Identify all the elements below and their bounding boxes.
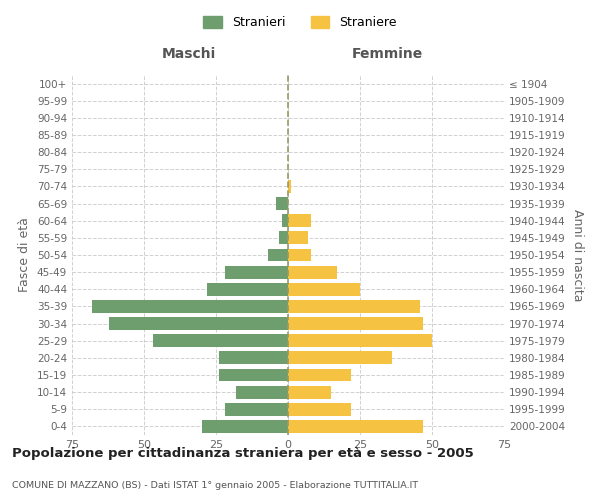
Y-axis label: Fasce di età: Fasce di età: [19, 218, 31, 292]
Bar: [219, 368, 288, 382]
Bar: [288, 300, 421, 313]
Bar: [288, 386, 331, 398]
Bar: [202, 420, 288, 433]
Text: Femmine: Femmine: [352, 46, 423, 60]
Bar: [280, 232, 288, 244]
Bar: [208, 283, 288, 296]
Bar: [268, 248, 288, 262]
Bar: [288, 248, 311, 262]
Bar: [224, 266, 288, 278]
Bar: [92, 300, 288, 313]
Bar: [288, 214, 311, 227]
Bar: [282, 214, 288, 227]
Bar: [224, 403, 288, 415]
Bar: [288, 266, 337, 278]
Bar: [152, 334, 288, 347]
Bar: [219, 352, 288, 364]
Bar: [288, 283, 360, 296]
Bar: [277, 197, 288, 210]
Text: Maschi: Maschi: [161, 46, 216, 60]
Bar: [288, 368, 352, 382]
Bar: [288, 352, 392, 364]
Bar: [288, 420, 424, 433]
Legend: Stranieri, Straniere: Stranieri, Straniere: [198, 11, 402, 34]
Bar: [109, 317, 288, 330]
Bar: [288, 232, 308, 244]
Y-axis label: Anni di nascita: Anni di nascita: [571, 209, 584, 301]
Bar: [288, 180, 291, 193]
Bar: [236, 386, 288, 398]
Bar: [288, 334, 432, 347]
Text: COMUNE DI MAZZANO (BS) - Dati ISTAT 1° gennaio 2005 - Elaborazione TUTTITALIA.IT: COMUNE DI MAZZANO (BS) - Dati ISTAT 1° g…: [12, 480, 418, 490]
Bar: [288, 317, 424, 330]
Bar: [288, 403, 352, 415]
Text: Popolazione per cittadinanza straniera per età e sesso - 2005: Popolazione per cittadinanza straniera p…: [12, 448, 474, 460]
